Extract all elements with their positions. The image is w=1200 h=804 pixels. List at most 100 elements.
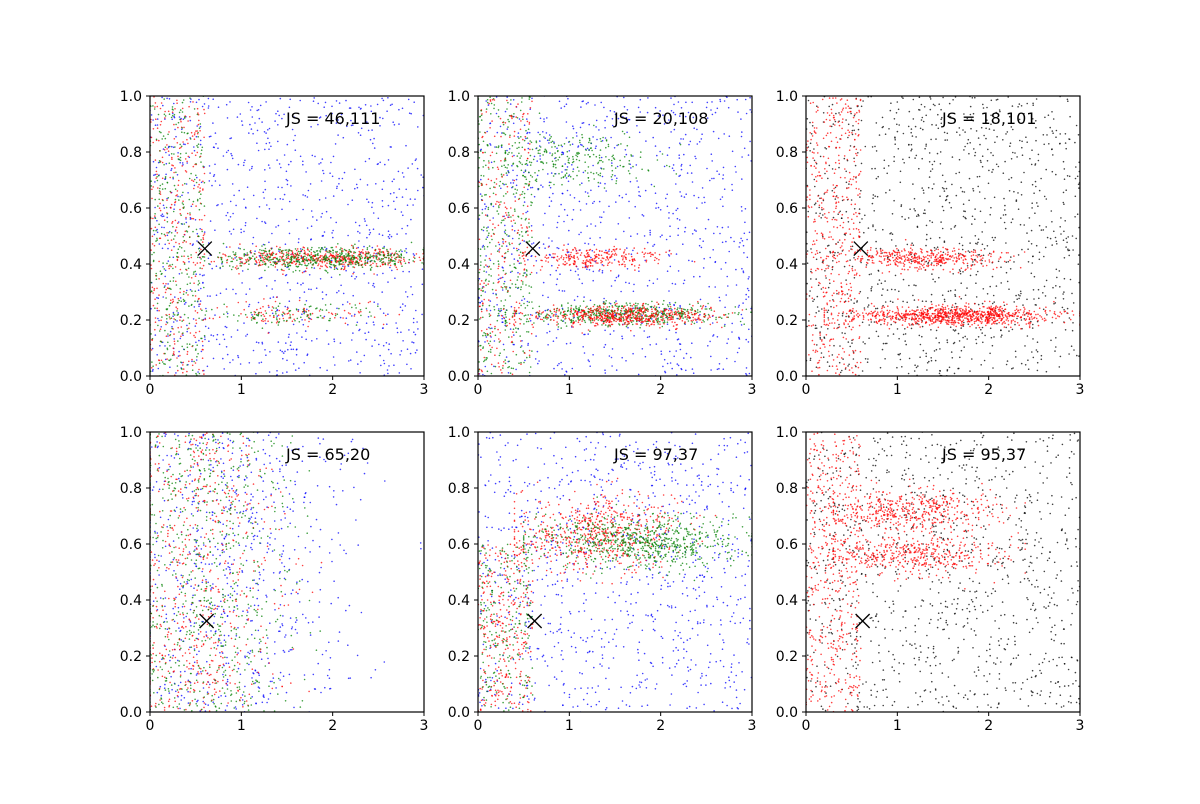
point-series-1 xyxy=(253,237,255,239)
point-series-3 xyxy=(529,350,531,352)
point-series-3 xyxy=(184,349,186,351)
point-series-1 xyxy=(745,294,747,296)
point-series-2 xyxy=(480,265,482,267)
point-series-2 xyxy=(600,141,602,143)
point-series-2 xyxy=(320,265,322,267)
point-series-2 xyxy=(319,268,321,270)
point-series-2 xyxy=(513,328,515,330)
point-series-3 xyxy=(294,320,296,322)
point-series-2 xyxy=(572,320,574,322)
point-series-2 xyxy=(616,306,618,308)
point-series-2 xyxy=(514,267,516,269)
point-series-1 xyxy=(590,190,592,192)
point-series-1 xyxy=(252,133,254,135)
point-series-3 xyxy=(157,325,159,327)
point-series-1 xyxy=(638,374,640,376)
point-series-3 xyxy=(505,241,507,243)
point-series-1 xyxy=(333,338,335,340)
point-series-2 xyxy=(268,332,270,334)
point-series-3 xyxy=(381,262,383,264)
point-series-1 xyxy=(551,200,553,202)
point-series-1 xyxy=(741,131,743,133)
point-series-2 xyxy=(667,321,669,323)
point-series-1 xyxy=(669,351,671,353)
point-series-3 xyxy=(262,255,264,257)
point-series-1 xyxy=(537,175,539,177)
point-series-2 xyxy=(490,268,492,270)
point-series-1 xyxy=(720,268,722,270)
point-series-1 xyxy=(605,250,607,252)
point-series-3 xyxy=(504,274,506,276)
point-series-1 xyxy=(289,300,291,302)
point-series-1 xyxy=(195,325,197,327)
point-series-1 xyxy=(489,143,491,145)
point-series-1 xyxy=(208,105,210,107)
point-series-1 xyxy=(300,156,302,158)
point-series-1 xyxy=(372,143,374,145)
point-series-3 xyxy=(270,264,272,266)
point-series-1 xyxy=(366,237,368,239)
point-series-2 xyxy=(263,298,265,300)
point-series-2 xyxy=(640,324,642,326)
point-series-1 xyxy=(274,280,276,282)
point-series-3 xyxy=(179,112,181,114)
point-series-3 xyxy=(247,254,249,256)
point-series-1 xyxy=(480,193,482,195)
point-series-2 xyxy=(482,287,484,289)
point-series-2 xyxy=(160,328,162,330)
point-series-2 xyxy=(516,148,518,150)
point-series-1 xyxy=(269,128,271,130)
point-series-1 xyxy=(243,165,245,167)
point-series-2 xyxy=(182,364,184,366)
point-series-2 xyxy=(306,267,308,269)
point-series-1 xyxy=(331,232,333,234)
point-series-2 xyxy=(620,312,622,314)
point-series-1 xyxy=(354,314,356,316)
point-series-1 xyxy=(267,138,269,140)
point-series-3 xyxy=(398,255,400,257)
point-series-2 xyxy=(526,357,528,359)
point-series-1 xyxy=(494,146,496,148)
point-series-3 xyxy=(517,261,519,263)
point-series-1 xyxy=(372,247,374,249)
point-series-1 xyxy=(603,211,605,213)
point-series-2 xyxy=(608,146,610,148)
point-series-1 xyxy=(167,283,169,285)
point-series-3 xyxy=(201,310,203,312)
point-series-3 xyxy=(508,217,510,219)
point-series-2 xyxy=(507,251,509,253)
point-series-2 xyxy=(243,309,245,311)
point-series-2 xyxy=(527,314,529,316)
point-series-1 xyxy=(536,272,538,274)
point-series-2 xyxy=(497,250,499,252)
point-series-1 xyxy=(590,257,592,259)
point-series-3 xyxy=(341,250,343,252)
point-series-2 xyxy=(201,229,203,231)
point-series-2 xyxy=(605,303,607,305)
point-series-1 xyxy=(592,280,594,282)
point-series-1 xyxy=(204,339,206,341)
point-series-3 xyxy=(399,251,401,253)
point-series-1 xyxy=(707,102,709,104)
point-series-2 xyxy=(155,177,157,179)
point-series-1 xyxy=(543,224,545,226)
point-series-1 xyxy=(576,132,578,134)
point-series-2 xyxy=(344,266,346,268)
point-series-1 xyxy=(590,223,592,225)
point-series-1 xyxy=(387,373,389,375)
point-series-1 xyxy=(177,196,179,198)
point-series-2 xyxy=(626,302,628,304)
point-series-2 xyxy=(187,351,189,353)
point-series-1 xyxy=(549,254,551,256)
point-series-2 xyxy=(557,150,559,152)
point-series-2 xyxy=(175,220,177,222)
point-series-3 xyxy=(277,258,279,260)
point-series-3 xyxy=(152,338,154,340)
point-series-1 xyxy=(224,339,226,341)
y-tick-label: 0.6 xyxy=(120,201,142,217)
point-series-1 xyxy=(700,299,702,301)
point-series-1 xyxy=(491,162,493,164)
point-series-1 xyxy=(391,104,393,106)
point-series-2 xyxy=(667,304,669,306)
point-series-1 xyxy=(267,129,269,131)
